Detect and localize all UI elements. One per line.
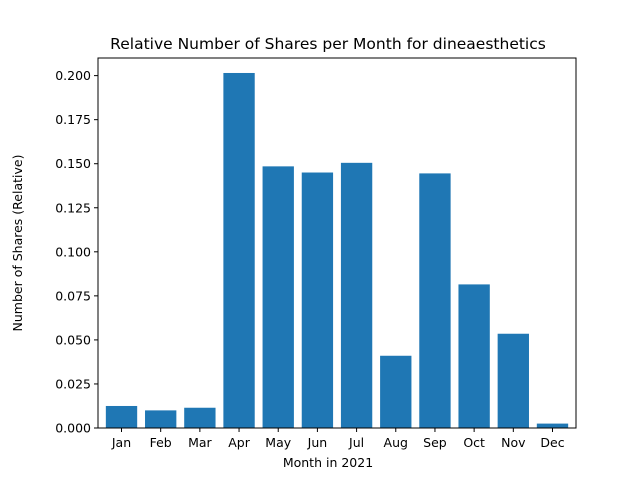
x-tick-label-apr: Apr (228, 435, 250, 450)
y-tick-label: 0.200 (55, 68, 91, 83)
x-tick-label-oct: Oct (463, 435, 485, 450)
x-tick-label-may: May (265, 435, 291, 450)
bar-mar (184, 407, 216, 428)
x-tick-label-jul: Jul (348, 435, 364, 450)
bar-may (262, 166, 294, 429)
bar-jul (340, 162, 373, 428)
x-tick-label-nov: Nov (501, 435, 526, 450)
bar-apr (223, 72, 255, 428)
bar-oct (458, 284, 490, 428)
x-tick-label-feb: Feb (150, 435, 172, 450)
x-tick-label-jun: Jun (307, 435, 328, 450)
bar-jan (105, 405, 138, 428)
x-axis: Jan Feb Mar Apr May Jun Jul Aug Sep Oct Nov Dec (111, 428, 565, 450)
bar-dec (536, 423, 569, 428)
bar-feb (145, 410, 177, 428)
bar-nov (497, 333, 529, 428)
y-tick-label: 0.000 (55, 421, 91, 436)
y-tick-label: 0.025 (55, 376, 91, 391)
y-tick-label: 0.075 (55, 288, 91, 303)
y-axis-label: Number of Shares (Relative) (10, 155, 25, 332)
x-tick-label-dec: Dec (540, 435, 564, 450)
y-tick-label: 0.175 (55, 112, 91, 127)
plot-frame (97, 57, 577, 429)
y-tick-label: 0.150 (55, 156, 91, 171)
bar-sep (419, 173, 451, 428)
y-tick-label: 0.100 (55, 244, 91, 259)
bar-aug (380, 355, 412, 428)
y-tick-label: 0.125 (55, 200, 91, 215)
bar-jun (301, 172, 334, 428)
x-tick-label-mar: Mar (188, 435, 212, 450)
y-axis: 0.000 0.025 0.050 0.075 0.100 0.125 0.150 0.175… (55, 68, 98, 436)
x-tick-label-sep: Sep (423, 435, 447, 450)
y-tick-label: 0.050 (55, 332, 91, 347)
x-axis-label: Month in 2021 (283, 455, 373, 470)
x-tick-label-aug: Aug (384, 435, 408, 450)
bars-group (105, 72, 569, 429)
chart-title: Relative Number of Shares per Month for … (110, 35, 546, 53)
x-tick-label-jan: Jan (111, 435, 131, 450)
